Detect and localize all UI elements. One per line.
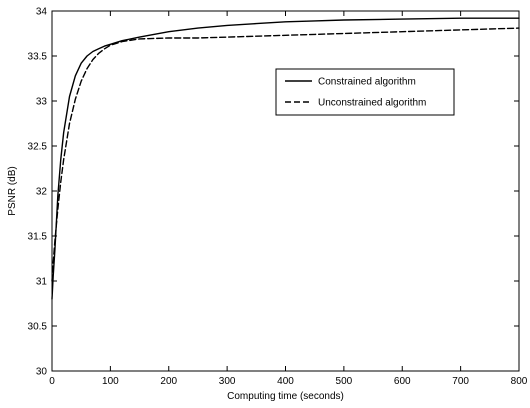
y-tick-label: 32.5 (28, 142, 48, 153)
x-tick-label: 700 (452, 376, 469, 387)
y-tick-label: 33 (36, 97, 48, 108)
x-tick-label: 800 (511, 376, 528, 387)
legend-box (275, 68, 455, 116)
y-tick-label: 30.5 (28, 322, 48, 333)
legend-label-constrained: Constrained algorithm (318, 77, 416, 88)
x-tick-label: 400 (277, 376, 294, 387)
x-axis-label: Computing time (seconds) (227, 391, 344, 402)
y-tick-label: 33.5 (28, 52, 48, 63)
y-tick-label: 34 (36, 7, 48, 18)
axis-ticks: 0 100 200 300 400 500 600 700 800 30 30.5 31 31.5 32 3… (28, 7, 528, 388)
x-tick-label: 100 (102, 376, 119, 387)
series-line-unconstrained (51, 27, 520, 282)
legend: Constrained algorithm Unconstrained algo… (275, 68, 455, 116)
x-tick-label: 600 (394, 376, 411, 387)
x-tick-label: 300 (219, 376, 236, 387)
x-tick-label: 500 (336, 376, 353, 387)
x-tick-label: 0 (49, 376, 55, 387)
y-axis-label: PSNR (dB) (7, 166, 18, 215)
y-tick-label: 31.5 (28, 232, 48, 243)
y-tick-label: 30 (36, 367, 48, 378)
y-tick-label: 31 (36, 277, 48, 288)
plot-area (51, 10, 520, 372)
x-tick-label: 200 (160, 376, 177, 387)
series-line-constrained (51, 17, 520, 300)
y-tick-label: 32 (36, 187, 48, 198)
legend-label-unconstrained: Unconstrained algorithm (318, 98, 426, 109)
series-layer (51, 17, 520, 300)
